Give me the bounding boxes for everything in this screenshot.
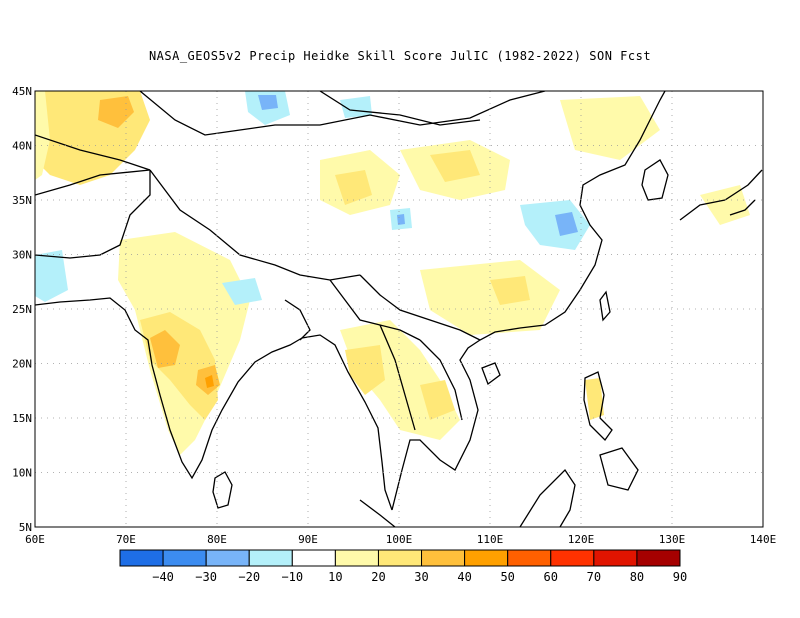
colorbar-label: 60 [544,570,558,584]
colorbar-swatch [636,549,681,567]
border-china-north [139,91,546,136]
field-negative-east-china-core [555,212,578,236]
coastline-mindanao [599,447,639,491]
colorbar-swatch [377,549,423,567]
border-bangladesh [284,299,311,341]
map-grid [35,91,763,527]
skill-field-layer [35,91,750,455]
colorbar-label: 70 [587,570,601,584]
colorbar-label: 50 [500,570,514,584]
field-positive-nw-strip [35,91,50,180]
field-moderate-south-china [490,276,530,305]
y-tick-label: 5N [19,521,32,534]
coastline-india [35,297,303,480]
colorbar-swatch [162,549,207,567]
field-moderate-thailand [420,380,455,420]
coastline-bay-of-bengal [301,334,393,511]
colorbar-label: 40 [457,570,471,584]
field-moderate-north-china [430,150,480,182]
field-positive-luzon [585,378,604,420]
x-tick-label: 80E [207,533,227,546]
colorbar-labels: −40 −30 −20 −10 10 20 30 40 50 60 70 80 90 [152,570,687,584]
border-pakistan [35,170,151,259]
x-tick-label: 70E [116,533,136,546]
x-tick-label: 130E [659,533,686,546]
y-tick-label: 15N [12,412,32,425]
colorbar-swatch [248,549,293,567]
y-axis-tick-labels: 5N 10N 15N 20N 25N 30N 35N 40N 45N [12,85,32,534]
field-negative-pakistan [35,250,68,302]
coastline-borneo [519,468,576,527]
coastline-sumatra [359,499,396,527]
field-positive-ne-china [560,96,660,160]
colorbar-label: −30 [195,570,217,584]
field-negative-tibet-east-core [397,214,405,225]
field-negative-gobi [340,96,372,118]
y-tick-label: 35N [12,194,32,207]
map-frame [34,90,764,528]
field-strong-india-west [150,330,180,368]
chart-title: NASA_GEOS5v2 Precip Heidke Skill Score J… [148,49,652,63]
colorbar-label: −40 [152,570,174,584]
border-china-south [359,274,481,341]
colorbar-swatch [119,549,164,567]
colorbar-swatch [464,549,509,567]
colorbar-label: −20 [238,570,260,584]
border-mongolia [319,91,481,126]
x-tick-label: 110E [477,533,504,546]
x-tick-label: 100E [386,533,413,546]
border-central-asia [35,134,151,171]
border-myanmar [329,279,421,341]
border-thailand [379,324,416,431]
colorbar-swatch [205,549,250,567]
x-tick-label: 60E [25,533,45,546]
field-negative-east-china [520,200,590,250]
field-moderate-myanmar [345,345,385,395]
border-laos-vietnam [419,339,463,421]
colorbar-label: 20 [371,570,385,584]
colorbar-swatch [291,549,336,567]
field-strong-india-coast [205,375,214,388]
coastline-layer [35,91,763,527]
colorbar-swatch [593,549,638,567]
y-tick-label: 45N [12,85,32,98]
x-tick-label: 90E [298,533,318,546]
x-tick-label: 140E [750,533,777,546]
x-tick-label: 120E [568,533,595,546]
y-tick-label: 20N [12,358,32,371]
coastline-sri-lanka [212,471,233,509]
x-axis-tick-labels: 60E 70E 80E 90E 100E 110E 120E 130E 140E [25,533,776,546]
coastline-indochina [391,91,666,511]
colorbar-label: 30 [414,570,428,584]
colorbar-swatch [421,549,466,567]
coastline-korea [641,159,669,201]
colorbar-label: 10 [328,570,342,584]
y-tick-label: 10N [12,467,32,480]
field-positive-high-central-asia [98,96,134,128]
colorbar-swatch [507,549,552,567]
colorbar-swatch [334,549,379,567]
y-tick-label: 30N [12,249,32,262]
coastline-hainan [481,362,501,386]
field-moderate-tibet [335,170,372,205]
y-tick-label: 25N [12,303,32,316]
colorbar-label: −10 [281,570,303,584]
border-afghanistan [35,169,151,196]
coastline-taiwan [599,290,611,322]
colorbar-label: 90 [673,570,687,584]
colorbar [119,549,681,567]
colorbar-label: 80 [630,570,644,584]
colorbar-swatch [550,549,595,567]
field-negative-tianshan-core [258,95,278,110]
border-himalaya [149,169,361,281]
field-negative-nepal [222,278,262,305]
y-tick-label: 40N [12,140,32,153]
field-positive-japan [700,185,750,225]
coastline-luzon [583,371,613,442]
